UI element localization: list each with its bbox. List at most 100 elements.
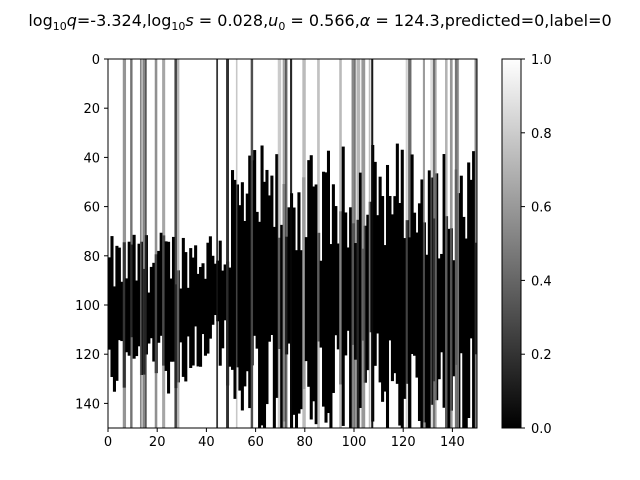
heatmap-column	[135, 280, 139, 357]
heatmap-column	[258, 221, 262, 428]
heatmap-column	[329, 244, 333, 428]
heatmap-column	[272, 226, 276, 428]
heatmap-column	[213, 263, 217, 316]
heatmap-column	[275, 154, 279, 398]
heatmap-column	[385, 164, 390, 428]
heatmap-column	[196, 273, 200, 367]
heatmap-streak	[154, 59, 158, 428]
heatmap-streak	[122, 59, 127, 428]
colorbar-tick-label: 0.6	[531, 201, 552, 216]
heatmap-column	[393, 196, 397, 374]
heatmap-column	[344, 212, 348, 356]
x-tick-label: 100	[342, 435, 367, 450]
heatmap-column	[186, 287, 190, 337]
heatmap-column	[294, 250, 299, 428]
y-tick-label: 20	[83, 102, 100, 117]
heatmap-streak	[285, 59, 288, 428]
heatmap-column	[413, 212, 417, 356]
heatmap-streak	[174, 59, 178, 428]
heatmap-column	[169, 278, 173, 362]
heatmap-column	[125, 278, 129, 353]
x-tick-label: 40	[198, 435, 215, 450]
heatmap-column	[381, 196, 385, 402]
y-tick-label: 0	[92, 53, 100, 68]
heatmap-column	[218, 240, 222, 366]
heatmap-column	[324, 172, 328, 423]
heatmap-column	[378, 176, 382, 383]
colorbar-axis: 0.0 0.2 0.4 0.6 0.8 1.0	[521, 53, 552, 437]
heatmap-streak	[317, 59, 320, 428]
heatmap-streak	[302, 59, 306, 428]
heatmap-column	[167, 241, 171, 394]
y-axis: 0 20 40 60 80 100 120 140	[75, 53, 108, 412]
heatmap-column	[270, 175, 274, 335]
heatmap-column	[292, 207, 296, 415]
heatmap-column	[221, 270, 225, 349]
heatmap-column	[203, 278, 207, 356]
heatmap-column	[231, 170, 235, 370]
heatmap-streak	[354, 59, 356, 428]
heatmap-streak	[144, 59, 147, 428]
colorbar-tick-label: 0.8	[531, 127, 552, 142]
heatmap-column	[112, 286, 116, 392]
heatmap-streak	[435, 59, 437, 428]
heatmap-image	[108, 59, 477, 428]
heatmap-column	[307, 160, 311, 387]
heatmap-streak	[130, 59, 133, 428]
heatmap-column	[208, 236, 212, 339]
heatmap-streak	[361, 59, 365, 428]
heatmap-column	[425, 254, 429, 428]
heatmap-column	[376, 215, 380, 334]
heatmap-column	[110, 236, 114, 377]
heatmap-column	[280, 224, 284, 428]
heatmap-streak	[368, 59, 371, 428]
heatmap-column	[147, 292, 151, 344]
heatmap-column	[117, 247, 121, 341]
heatmap-streak	[216, 59, 219, 428]
heatmap-column	[243, 220, 247, 387]
colorbar	[501, 58, 522, 429]
heatmap-column	[248, 155, 252, 409]
heatmap-column	[400, 149, 404, 428]
heatmap-column	[388, 195, 392, 341]
heatmap-column	[152, 262, 156, 362]
heatmap-column	[437, 258, 441, 380]
heatmap-streak	[282, 59, 287, 428]
heatmap-column	[149, 266, 153, 339]
heatmap-streak	[142, 59, 145, 428]
heatmap-column	[253, 150, 257, 336]
heatmap-column	[331, 184, 335, 393]
heatmap-column	[297, 192, 301, 414]
heatmap-streak	[363, 59, 366, 428]
heatmap-column	[427, 170, 431, 428]
heatmap-column	[319, 260, 323, 348]
heatmap-column	[312, 186, 316, 402]
heatmap-column	[132, 234, 136, 359]
heatmap-column	[440, 253, 444, 353]
heatmap-column	[430, 177, 434, 405]
heatmap-column	[346, 247, 350, 331]
heatmap-column	[452, 260, 456, 377]
heatmap-column	[349, 207, 353, 428]
heatmap-column	[459, 175, 463, 354]
heatmap-column	[262, 181, 267, 428]
heatmap-column	[201, 263, 205, 335]
heatmap-column	[309, 155, 313, 420]
heatmap-column	[341, 146, 345, 426]
heatmap-streak	[474, 59, 477, 428]
heatmap-column	[157, 250, 161, 343]
chart-title: log10q=-3.324,log10s = 0.028,u0 = 0.566,…	[28, 11, 611, 33]
heatmap-column	[383, 245, 387, 392]
colorbar-tick-label: 0.2	[531, 348, 552, 363]
x-tick-label: 120	[391, 435, 416, 450]
heatmap-streak	[430, 59, 433, 428]
heatmap-column	[322, 171, 326, 407]
heatmap-column	[194, 245, 198, 327]
heatmap-column	[115, 245, 119, 381]
x-tick-label: 20	[149, 435, 166, 450]
heatmap-column	[181, 237, 185, 377]
heatmap-column	[260, 145, 264, 426]
heatmap-column	[127, 241, 131, 356]
heatmap-column	[354, 243, 358, 360]
